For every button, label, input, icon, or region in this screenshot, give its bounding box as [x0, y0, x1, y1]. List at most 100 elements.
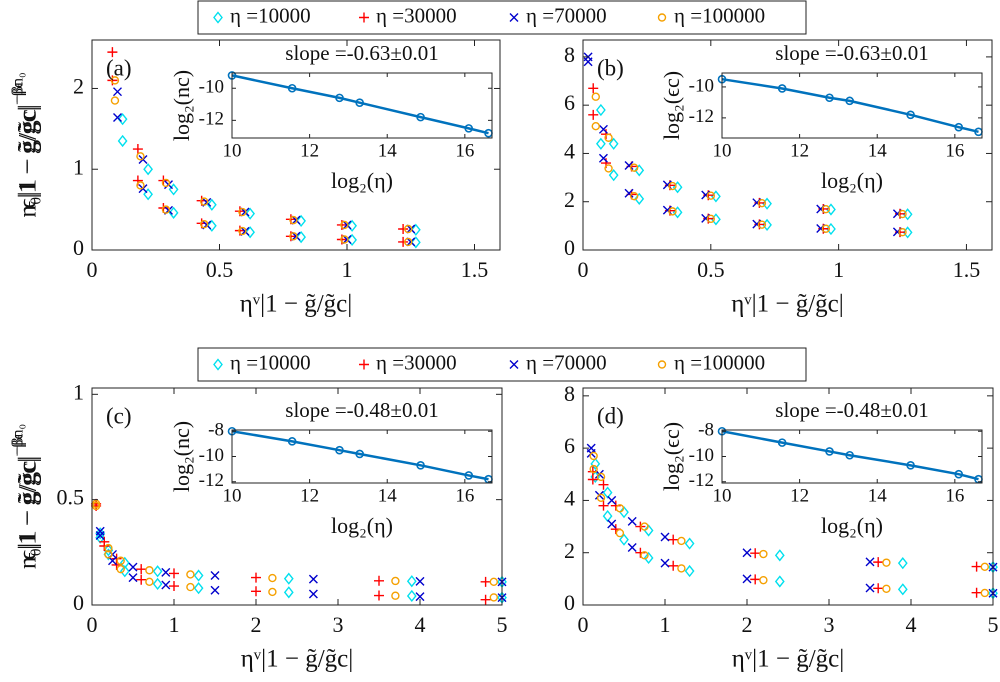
marker [668, 560, 679, 571]
marker [193, 582, 204, 595]
marker [347, 219, 357, 232]
marker [406, 589, 417, 603]
marker [662, 205, 672, 215]
marker [971, 587, 982, 598]
axes-box [582, 39, 993, 251]
x-tick-label: 0.5 [697, 257, 725, 282]
marker [898, 227, 907, 237]
marker [774, 575, 785, 588]
marker [404, 224, 413, 234]
marker [624, 188, 634, 198]
marker [774, 549, 785, 562]
marker [619, 506, 629, 519]
marker [587, 474, 598, 485]
x-tick-label: 10 [713, 140, 732, 161]
marker [283, 586, 294, 599]
y-tick-label: 0.5 [57, 485, 85, 510]
y-axis-label: log₂(nc) [169, 421, 194, 492]
x-tick-label: 12 [300, 140, 319, 161]
x-tick-label: 16 [455, 140, 474, 161]
marker [897, 583, 908, 596]
marker [489, 577, 498, 587]
marker [607, 495, 617, 505]
marker [589, 464, 598, 474]
marker [161, 178, 171, 188]
legend-marker [213, 358, 223, 371]
axes-box [582, 387, 994, 606]
marker [113, 113, 122, 123]
legend-label: η =100000 [674, 3, 765, 27]
marker [340, 220, 349, 230]
y-tick-label: -12 [199, 109, 224, 130]
y-tick-label: 6 [564, 433, 575, 458]
point [845, 96, 854, 106]
legend-label: η =10000 [230, 3, 311, 27]
y-tick-label: -8 [698, 420, 714, 441]
marker [291, 231, 301, 241]
inset: 10 12 14 16 -12 -10 log₂(η) log₂(ϵc) slope =-0.6… [659, 41, 983, 193]
y-axis-label-group: n₀|1 − g̃/g̃c|−βn₀ [10, 424, 42, 569]
marker [169, 581, 179, 592]
marker [971, 561, 982, 572]
y-axis-label: log₂(nc) [169, 70, 194, 141]
x-tick-label: 5 [497, 612, 508, 637]
marker [99, 541, 110, 552]
marker [95, 530, 105, 540]
data-layer [107, 47, 421, 249]
x-axis-label: ηᵛ|1 − g̃/g̃c| [241, 646, 354, 673]
marker [662, 180, 672, 190]
y-tick-label: 4 [564, 138, 575, 163]
marker [762, 218, 772, 232]
y-tick-label: 8 [564, 381, 575, 406]
marker [598, 500, 609, 511]
marker [588, 109, 599, 120]
marker [706, 214, 716, 224]
marker [128, 573, 138, 583]
marker [398, 236, 409, 247]
marker [607, 519, 617, 529]
y-tick-label: -12 [199, 470, 224, 491]
marker [342, 235, 352, 244]
y-axis-label-exponent: −βϵ [10, 81, 27, 105]
marker [113, 87, 122, 97]
legend-label: η =100000 [674, 350, 765, 374]
marker [873, 583, 884, 594]
x-tick-label: 1.5 [461, 257, 489, 282]
marker [289, 232, 298, 241]
marker [595, 137, 606, 150]
marker [415, 592, 425, 602]
marker [684, 564, 695, 578]
marker [116, 556, 125, 565]
y-axis-label-exponent: −βn₀ [10, 424, 27, 455]
x-tick-label: 3 [333, 612, 344, 637]
y-axis-label-exponent: −βn₀ [10, 72, 27, 103]
y-tick-label: -10 [199, 77, 224, 98]
marker [119, 565, 130, 578]
marker [865, 557, 875, 567]
marker [110, 96, 120, 105]
x-tick-label: 14 [378, 140, 398, 161]
x-axis-label: log₂(η) [821, 513, 883, 538]
marker [759, 549, 768, 559]
x-tick-label: 14 [378, 485, 398, 506]
marker [608, 137, 619, 150]
marker [117, 134, 128, 148]
y-tick-label: 6 [564, 90, 575, 115]
marker [410, 236, 421, 249]
legend: η =10000 η =30000 η =70000 η =100000 [197, 0, 807, 35]
marker [627, 516, 637, 526]
y-tick-label: -10 [689, 75, 714, 96]
x-tick-label: 0 [578, 257, 589, 282]
inset: 10 12 14 16 -12 -10 log₂(η) log₂(nc) slope =-0.6… [169, 41, 493, 193]
marker [742, 548, 752, 558]
marker [668, 207, 677, 216]
marker [161, 580, 171, 590]
y-axis-label-exponent: −βϵ [10, 433, 27, 457]
x-tick-label: 16 [945, 485, 964, 506]
y-tick-label: 0 [564, 235, 575, 260]
x-tick-label: 12 [790, 485, 809, 506]
marker [251, 586, 261, 597]
point [825, 93, 834, 103]
y-tick-label: -12 [689, 106, 714, 127]
